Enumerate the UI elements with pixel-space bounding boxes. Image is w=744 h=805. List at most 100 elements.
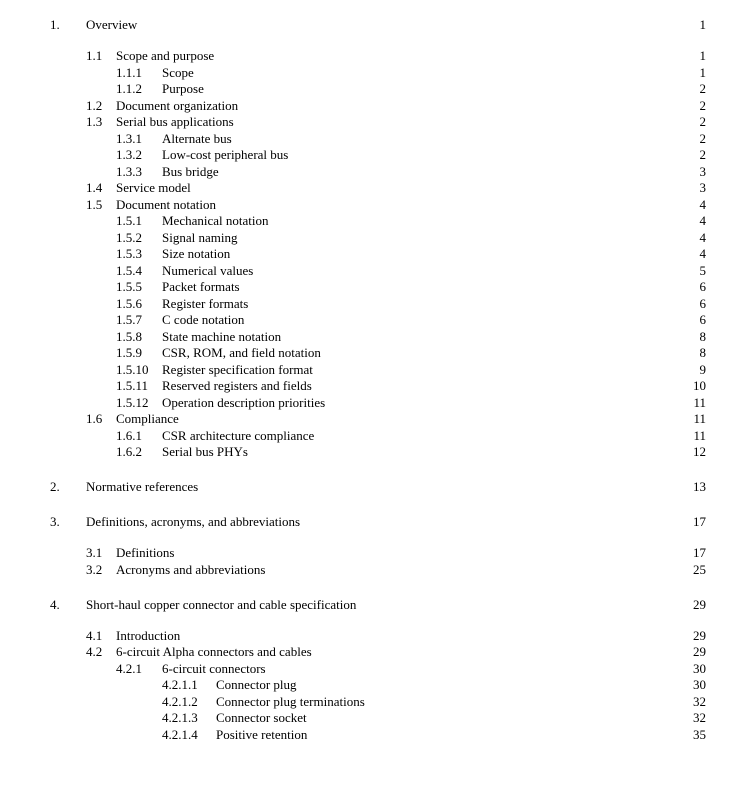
entry-label: Connector plug <box>216 678 297 691</box>
entry-number: 1.5.9 <box>116 346 162 359</box>
toc-entry: 1.5.1Mechanical notation4 <box>50 214 706 227</box>
entry-page: 6 <box>686 280 706 293</box>
toc-entry: 1.1.1Scope 1 <box>50 66 706 79</box>
toc-entry: 1.6Compliance 11 <box>50 412 706 425</box>
entry-page: 4 <box>686 198 706 211</box>
entry-number: 4.2.1.4 <box>162 728 216 741</box>
entry-number: 1.1 <box>86 49 116 62</box>
entry-label: Compliance <box>116 412 179 425</box>
entry-label: Numerical values <box>162 264 253 277</box>
toc-entry: 1.3.3Bus bridge3 <box>50 165 706 178</box>
toc-entry: 1.5.6Register formats6 <box>50 297 706 310</box>
toc-entry: 1.5.2Signal naming4 <box>50 231 706 244</box>
entry-page: 29 <box>686 645 706 658</box>
entry-label: Register formats <box>162 297 248 310</box>
entry-number: 1.3.3 <box>116 165 162 178</box>
entry-number: 1.5.11 <box>116 379 162 392</box>
entry-page: 2 <box>686 99 706 112</box>
toc-entry: 4.2.1.3Connector socket 32 <box>50 711 706 724</box>
entry-number: 1.3 <box>86 115 116 128</box>
entry-number: 1.6.2 <box>116 445 162 458</box>
entry-page: 32 <box>686 711 706 724</box>
entry-label: State machine notation <box>162 330 281 343</box>
entry-page: 10 <box>686 379 706 392</box>
entry-label: Normative references <box>86 480 198 493</box>
entry-label: Definitions, acronyms, and abbreviations <box>86 515 300 528</box>
toc-entry: 4.Short-haul copper connector and cable … <box>50 598 706 611</box>
entry-page: 2 <box>686 132 706 145</box>
entry-number: 3.1 <box>86 546 116 559</box>
entry-page: 13 <box>686 480 706 493</box>
entry-label: Acronyms and abbreviations <box>116 563 265 576</box>
entry-label: CSR architecture compliance <box>162 429 314 442</box>
entry-number: 1.1.2 <box>116 82 162 95</box>
entry-page: 29 <box>686 629 706 642</box>
entry-number: 1.5.12 <box>116 396 162 409</box>
toc-entry: 1.6.1CSR architecture compliance11 <box>50 429 706 442</box>
toc-entry: 4.2.1.2Connector plug terminations32 <box>50 695 706 708</box>
entry-number: 1.1.1 <box>116 66 162 79</box>
entry-number: 4.2.1.3 <box>162 711 216 724</box>
toc-entry: 1.5.11Reserved registers and fields10 <box>50 379 706 392</box>
entry-label: Document notation <box>116 198 216 211</box>
entry-label: Scope and purpose <box>116 49 214 62</box>
toc-entry: 1.4Service model3 <box>50 181 706 194</box>
toc-entry: 3.1Definitions17 <box>50 546 706 559</box>
entry-page: 11 <box>686 412 706 425</box>
entry-label: Purpose <box>162 82 204 95</box>
toc-entry: 1.5.4Numerical values5 <box>50 264 706 277</box>
entry-number: 3. <box>50 515 86 528</box>
entry-label: CSR, ROM, and field notation <box>162 346 321 359</box>
toc-entry: 1.5.9CSR, ROM, and field notation 8 <box>50 346 706 359</box>
entry-page: 8 <box>686 346 706 359</box>
entry-label: 6-circuit connectors <box>162 662 266 675</box>
entry-number: 4.1 <box>86 629 116 642</box>
entry-number: 1.5.4 <box>116 264 162 277</box>
toc-entry: 4.1Introduction29 <box>50 629 706 642</box>
toc-entry: 4.2.1.1Connector plug30 <box>50 678 706 691</box>
toc-entry: 1.5.5Packet formats6 <box>50 280 706 293</box>
entry-page: 6 <box>686 297 706 310</box>
entry-label: Scope <box>162 66 194 79</box>
entry-label: Operation description priorities <box>162 396 325 409</box>
entry-page: 11 <box>686 429 706 442</box>
toc-entry: 4.2.16-circuit connectors30 <box>50 662 706 675</box>
entry-page: 29 <box>686 598 706 611</box>
entry-number: 1.6 <box>86 412 116 425</box>
toc-entry: 1.2Document organization2 <box>50 99 706 112</box>
toc-entry: 1.1.2Purpose2 <box>50 82 706 95</box>
entry-page: 1 <box>686 66 706 79</box>
entry-number: 1.5.10 <box>116 363 162 376</box>
entry-label: Mechanical notation <box>162 214 269 227</box>
entry-label: 6-circuit Alpha connectors and cables <box>116 645 312 658</box>
toc-entry: 4.2.1.4Positive retention35 <box>50 728 706 741</box>
entry-label: Overview <box>86 18 137 31</box>
toc-entry: 1.Overview1 <box>50 18 706 31</box>
entry-label: Positive retention <box>216 728 307 741</box>
entry-page: 8 <box>686 330 706 343</box>
entry-page: 2 <box>686 148 706 161</box>
entry-label: Alternate bus <box>162 132 232 145</box>
entry-number: 1.2 <box>86 99 116 112</box>
entry-page: 32 <box>686 695 706 708</box>
entry-number: 3.2 <box>86 563 116 576</box>
entry-page: 11 <box>686 396 706 409</box>
entry-number: 1.5.2 <box>116 231 162 244</box>
toc-entry: 1.3.1Alternate bus2 <box>50 132 706 145</box>
toc-entry: 3.Definitions, acronyms, and abbreviatio… <box>50 515 706 528</box>
entry-number: 1.5.8 <box>116 330 162 343</box>
entry-number: 1.5.5 <box>116 280 162 293</box>
entry-number: 4.2.1 <box>116 662 162 675</box>
toc-entry: 1.5.12Operation description priorities 11 <box>50 396 706 409</box>
toc-entry: 3.2Acronyms and abbreviations25 <box>50 563 706 576</box>
entry-page: 4 <box>686 247 706 260</box>
entry-label: Connector socket <box>216 711 307 724</box>
entry-label: Bus bridge <box>162 165 219 178</box>
entry-label: Size notation <box>162 247 230 260</box>
entry-label: C code notation <box>162 313 244 326</box>
toc-entry: 1.6.2Serial bus PHYs12 <box>50 445 706 458</box>
toc-entry: 1.5.8State machine notation 8 <box>50 330 706 343</box>
entry-number: 4.2.1.1 <box>162 678 216 691</box>
entry-number: 1.3.2 <box>116 148 162 161</box>
entry-number: 1.5 <box>86 198 116 211</box>
